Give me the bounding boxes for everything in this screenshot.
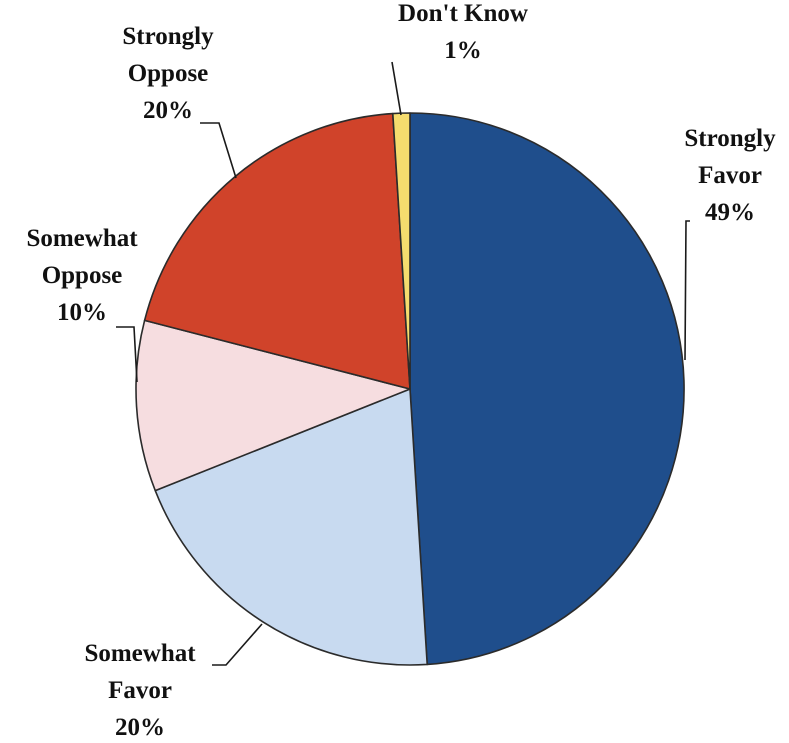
leader-line-somewhat-oppose bbox=[116, 326, 138, 383]
label-somewhat-oppose: Somewhat Oppose 10% bbox=[26, 225, 138, 326]
slice-labels: Strongly Favor 49%Somewhat Favor 20%Somewhat… bbox=[26, 0, 776, 741]
leader-lines bbox=[116, 61, 690, 666]
percent-label: 10% bbox=[57, 299, 107, 326]
percent-label: 20% bbox=[115, 714, 165, 741]
category-label: Favor bbox=[698, 162, 762, 189]
category-label: Favor bbox=[108, 677, 172, 704]
category-label: Somewhat bbox=[84, 640, 196, 667]
label-somewhat-favor: Somewhat Favor 20% bbox=[84, 640, 196, 741]
slices-layer bbox=[135, 112, 685, 666]
category-label: Oppose bbox=[128, 60, 209, 87]
slice-somewhat-oppose bbox=[135, 319, 411, 492]
label-strongly-oppose: Strongly Oppose 20% bbox=[122, 23, 214, 124]
percent-label: 49% bbox=[705, 199, 755, 226]
category-label: Strongly bbox=[684, 125, 776, 152]
category-label: Somewhat bbox=[26, 225, 138, 252]
leader-line-strongly-favor bbox=[684, 220, 690, 361]
slice-strongly-favor bbox=[409, 112, 685, 666]
slice-somewhat-favor bbox=[154, 388, 428, 666]
leader-line-somewhat-favor bbox=[212, 623, 263, 666]
percent-label: 20% bbox=[143, 97, 193, 124]
label-strongly-favor: Strongly Favor 49% bbox=[684, 125, 776, 226]
leader-line-don-t-know bbox=[391, 61, 402, 116]
category-label: Oppose bbox=[42, 262, 123, 289]
category-label: Don't Know bbox=[398, 0, 528, 27]
category-label: Strongly bbox=[122, 23, 214, 50]
leader-line-strongly-oppose bbox=[200, 122, 237, 179]
percent-label: 1% bbox=[444, 37, 482, 64]
label-don-t-know: Don't Know 1% bbox=[398, 0, 528, 64]
